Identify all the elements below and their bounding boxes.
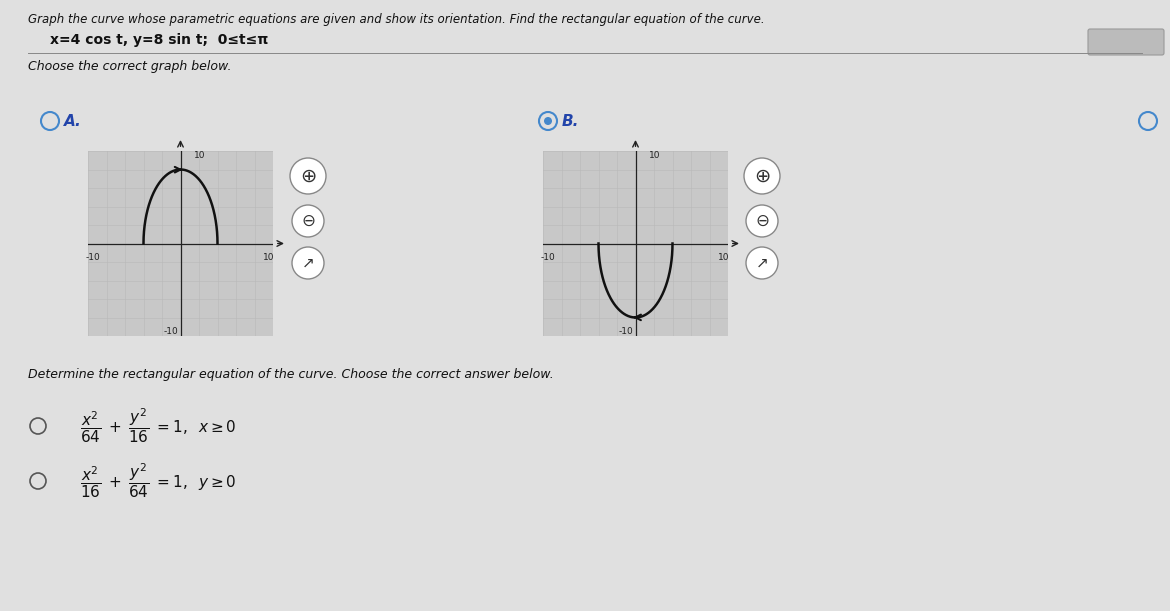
Text: -10: -10 [619,327,634,336]
Text: $\dfrac{x^2}{16}$$\;+\;$$\dfrac{y^2}{64}$$\;=1,$$\;\;y\geq0$: $\dfrac{x^2}{16}$$\;+\;$$\dfrac{y^2}{64}… [80,462,236,500]
Text: ⊖: ⊖ [301,212,315,230]
Text: B.: B. [562,114,579,128]
Circle shape [292,205,324,237]
Text: ↗: ↗ [756,255,769,271]
Text: $\dfrac{x^2}{64}$$\;+\;$$\dfrac{y^2}{16}$$\;=1,$$\;\;x\geq0$: $\dfrac{x^2}{64}$$\;+\;$$\dfrac{y^2}{16}… [80,407,236,445]
Circle shape [744,158,780,194]
Text: Determine the rectangular equation of the curve. Choose the correct answer below: Determine the rectangular equation of th… [28,368,553,381]
Text: ↗: ↗ [302,255,315,271]
Text: Graph the curve whose parametric equations are given and show its orientation. F: Graph the curve whose parametric equatio… [28,13,765,26]
Text: ⊖: ⊖ [755,212,769,230]
Text: 10: 10 [194,151,206,160]
Text: Choose the correct graph below.: Choose the correct graph below. [28,60,232,73]
Text: -10: -10 [541,253,555,262]
Text: 10: 10 [717,253,729,262]
FancyBboxPatch shape [1088,29,1164,55]
Text: ⊕: ⊕ [300,167,316,186]
Circle shape [544,117,552,125]
Text: -10: -10 [85,253,99,262]
Circle shape [746,205,778,237]
Circle shape [746,247,778,279]
Circle shape [290,158,326,194]
Text: -10: -10 [164,327,179,336]
Text: A.: A. [64,114,82,128]
Circle shape [292,247,324,279]
Text: 10: 10 [649,151,661,160]
Text: 10: 10 [262,253,274,262]
Text: ⊕: ⊕ [753,167,770,186]
Text: x=4 cos t, y=8 sin t;  0≤t≤π: x=4 cos t, y=8 sin t; 0≤t≤π [50,33,268,47]
